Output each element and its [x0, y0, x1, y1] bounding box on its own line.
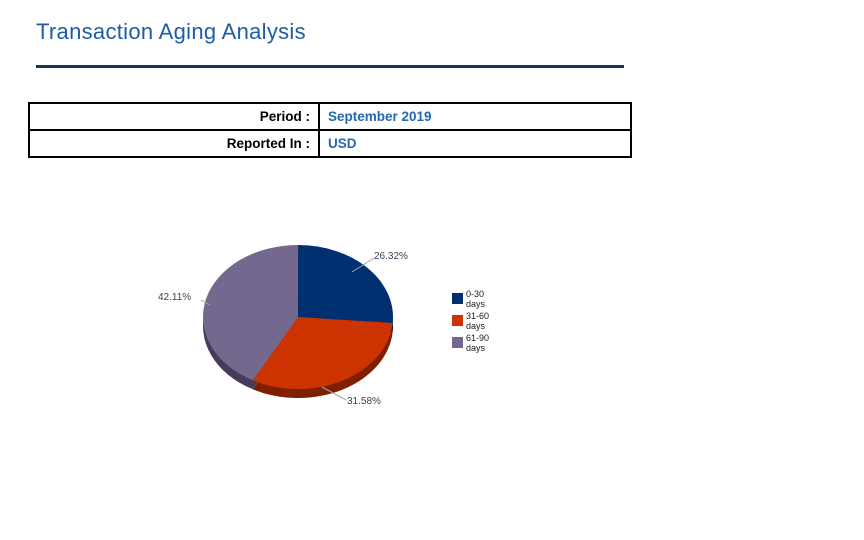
slice-percent-label-0-30: 26.32%	[374, 251, 408, 262]
page-title: Transaction Aging Analysis	[36, 19, 306, 44]
legend-item-0-30: 0-30 days	[452, 289, 489, 309]
legend-color-swatch	[452, 293, 463, 304]
pie-chart-3d	[200, 245, 393, 401]
period-value: September 2019	[318, 102, 632, 131]
legend-label: 0-30 days	[466, 289, 486, 309]
reported-in-label: Reported In :	[28, 129, 320, 158]
legend-color-swatch	[452, 315, 463, 326]
legend-label: 61-90 days	[466, 333, 490, 353]
slice-percent-label-61-90: 42.11%	[158, 292, 192, 303]
table-row: Period : September 2019	[28, 102, 632, 131]
legend-color-swatch	[452, 337, 463, 348]
title-underline	[36, 65, 624, 68]
legend-label: 31-60 days	[466, 311, 490, 331]
legend-item-61-90: 61-90 days	[452, 333, 489, 353]
slice-percent-label-31-60: 31.58%	[347, 396, 381, 407]
chart-legend: 0-30 days 31-60 days 61-90 days	[452, 289, 489, 355]
table-row: Reported In : USD	[28, 129, 632, 158]
report-info-table: Period : September 2019 Reported In : US…	[28, 102, 632, 158]
period-label: Period :	[28, 102, 320, 131]
legend-item-31-60: 31-60 days	[452, 311, 489, 331]
reported-in-value: USD	[318, 129, 632, 158]
